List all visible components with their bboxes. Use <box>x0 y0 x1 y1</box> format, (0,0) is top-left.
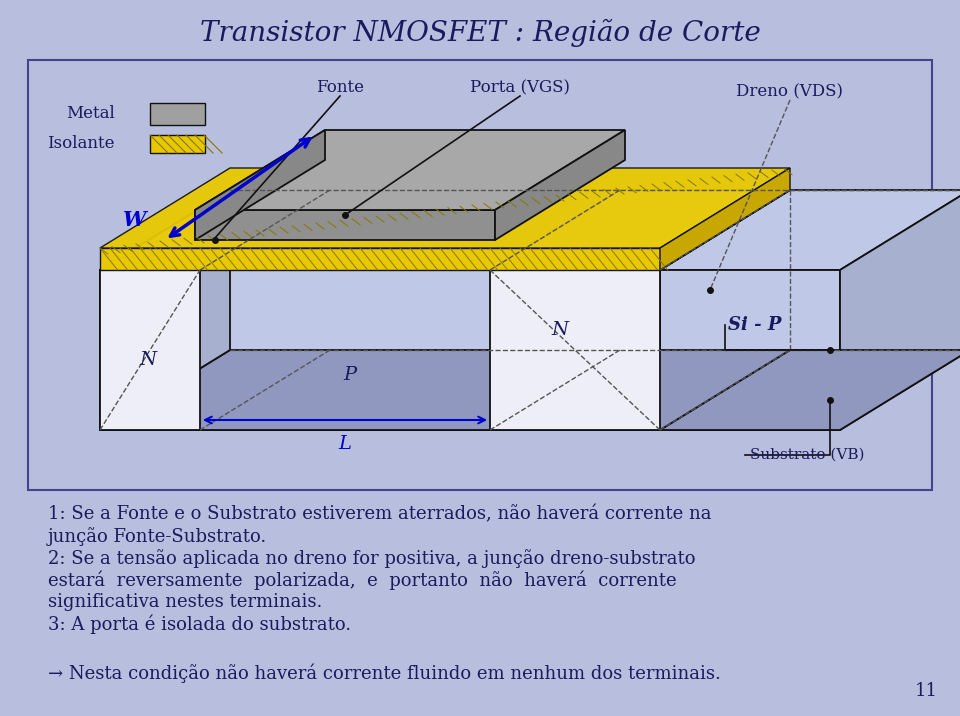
Text: 2: Se a tensão aplicada no dreno for positiva, a junção dreno-substrato: 2: Se a tensão aplicada no dreno for pos… <box>48 549 695 568</box>
Bar <box>150 103 205 125</box>
Text: Transistor NMOSFET : Região de Corte: Transistor NMOSFET : Região de Corte <box>200 19 760 47</box>
Text: Fonte: Fonte <box>316 79 364 97</box>
Polygon shape <box>100 190 230 430</box>
Polygon shape <box>100 190 790 270</box>
Text: W: W <box>123 210 147 230</box>
Text: Metal: Metal <box>66 105 115 122</box>
Text: N: N <box>551 321 568 339</box>
Polygon shape <box>100 270 660 430</box>
Polygon shape <box>100 270 200 430</box>
Polygon shape <box>100 248 660 270</box>
Text: Porta (VGS): Porta (VGS) <box>470 79 570 97</box>
Text: → Nesta condição não haverá corrente fluindo em nenhum dos terminais.: → Nesta condição não haverá corrente flu… <box>48 664 721 683</box>
Polygon shape <box>195 210 495 240</box>
Text: Si - P: Si - P <box>729 316 781 334</box>
Text: Substrato (VB): Substrato (VB) <box>750 448 865 462</box>
Polygon shape <box>840 190 960 430</box>
Text: 11: 11 <box>915 682 938 700</box>
Text: N: N <box>139 351 156 369</box>
Text: Isolante: Isolante <box>47 135 115 153</box>
Text: Dreno (VDS): Dreno (VDS) <box>736 84 844 100</box>
Text: 3: A porta é isolada do substrato.: 3: A porta é isolada do substrato. <box>48 615 351 634</box>
Bar <box>28 60 932 490</box>
Bar <box>150 135 205 153</box>
Polygon shape <box>100 190 330 270</box>
Text: estará  reversamente  polarizada,  e  portanto  não  haverá  corrente: estará reversamente polarizada, e portan… <box>48 571 677 591</box>
Text: 1: Se a Fonte e o Substrato estiverem aterrados, não haverá corrente na: 1: Se a Fonte e o Substrato estiverem at… <box>48 505 711 523</box>
Polygon shape <box>195 130 625 210</box>
Polygon shape <box>490 270 660 430</box>
Polygon shape <box>195 130 325 240</box>
Polygon shape <box>660 270 840 430</box>
Polygon shape <box>100 350 790 430</box>
Polygon shape <box>660 190 960 270</box>
Polygon shape <box>660 350 960 430</box>
Polygon shape <box>495 130 625 240</box>
Text: P: P <box>344 366 356 384</box>
Polygon shape <box>100 168 790 248</box>
Text: junção Fonte-Substrato.: junção Fonte-Substrato. <box>48 527 267 546</box>
Text: L: L <box>339 435 351 453</box>
Polygon shape <box>490 190 790 270</box>
Polygon shape <box>660 168 790 270</box>
Text: significativa nestes terminais.: significativa nestes terminais. <box>48 593 323 611</box>
